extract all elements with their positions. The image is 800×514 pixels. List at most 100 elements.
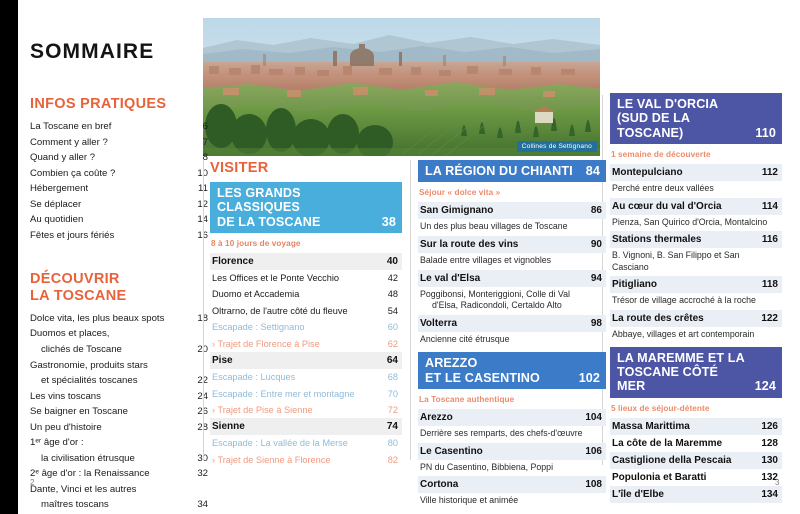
list-item[interactable]: et spécialités toscanes 22 <box>30 373 208 389</box>
item-label: 1ᵉʳ âge d'or : <box>30 437 84 449</box>
entry-page: 134 <box>761 488 778 500</box>
item-page: 7 <box>202 136 208 148</box>
sub-label: Duomo et Accademia <box>212 289 300 300</box>
sub-label: › Trajet de Sienne à Florence <box>212 454 331 465</box>
arezzo-entry-list: Arezzo 104 Derrière ses remparts, des che… <box>418 409 606 510</box>
entry-page: 108 <box>585 479 602 491</box>
maremme-entry-list: Massa Marittima 126 La côte de la Maremme… <box>610 417 782 503</box>
list-item[interactable]: Gastronomie, produits stars <box>30 358 208 374</box>
table-row[interactable]: Arezzo 104 <box>418 409 606 427</box>
section-heading-infos-pratiques: INFOS PRATIQUES <box>30 96 167 112</box>
table-row[interactable]: Stations thermales 116 <box>610 231 782 249</box>
entry-label: Massa Marittima <box>612 420 690 432</box>
banner-title: LA MAREMME ET LA TOSCANE CÔTÉ MER <box>617 350 745 394</box>
chianti-entry-list: San Gimignano 86 Un des plus beau village… <box>418 202 606 348</box>
page-title: SOMMAIRE <box>30 40 155 63</box>
sub-page: 54 <box>387 305 398 316</box>
table-row[interactable]: Florence 40 <box>210 253 402 271</box>
banner-arezzo-casentino[interactable]: AREZZO ET LE CASENTINO 102 <box>418 352 606 390</box>
list-item[interactable]: Fêtes et jours fériés 16 <box>30 228 208 244</box>
table-row[interactable]: Sienne 74 <box>210 418 402 436</box>
entry-page: 126 <box>761 420 778 432</box>
list-item[interactable]: 1ᵉʳ âge d'or : <box>30 435 208 451</box>
kicker-maremme: 5 lieux de séjour-détente <box>611 403 710 413</box>
table-row[interactable]: Castiglione della Pescaia 130 <box>610 451 782 469</box>
list-item[interactable]: Se baigner en Toscane 26 <box>30 404 208 420</box>
table-row[interactable]: Massa Marittima 126 <box>610 417 782 435</box>
list-item[interactable]: Dante, Vinci et les autres <box>30 482 208 498</box>
table-row[interactable]: L'île d'Elbe 134 <box>610 485 782 503</box>
list-item-escapade[interactable]: Escapade : Settignano 60 <box>210 319 402 335</box>
entry-description: Ville historique et animée <box>420 495 519 506</box>
kicker-arezzo: La Toscane authentique <box>419 395 515 405</box>
item-page: 6 <box>202 121 208 133</box>
item-label: clichés de Toscane <box>41 344 122 356</box>
table-row[interactable]: Volterra 98 <box>418 314 606 332</box>
list-item[interactable]: Un peu d'histoire 28 <box>30 420 208 436</box>
banner-maremme[interactable]: LA MAREMME ET LA TOSCANE CÔTÉ MER 124 <box>610 346 782 398</box>
item-page: 30 <box>188 451 208 467</box>
table-row[interactable]: La route des crêtes 122 <box>610 310 782 328</box>
entry-label: Sienne <box>212 421 245 433</box>
sub-label: Les Offices et le Ponte Vecchio <box>212 273 340 284</box>
list-item[interactable]: 2ᵉ âge d'or : la Renaissance 32 <box>30 466 208 482</box>
list-item[interactable]: maîtres toscans 34 <box>30 497 208 513</box>
table-row[interactable]: Montepulciano 112 <box>610 164 782 182</box>
table-row[interactable]: La côte de la Maremme 128 <box>610 435 782 452</box>
table-row[interactable]: San Gimignano 86 <box>418 202 606 220</box>
list-item[interactable]: La Toscane en bref 6 <box>30 119 208 135</box>
table-row[interactable]: Populonia et Baratti 132 <box>610 469 782 486</box>
table-row[interactable]: Le Casentino 106 <box>418 442 606 460</box>
table-row[interactable]: Pise 64 <box>210 352 402 370</box>
entry-label: La côte de la Maremme <box>612 437 723 449</box>
list-item-trajet[interactable]: › Trajet de Florence à Pise 62 <box>210 336 402 352</box>
list-item[interactable]: Se déplacer 12 <box>30 197 208 213</box>
folio-left: 2 <box>30 478 35 487</box>
banner-val-orcia[interactable]: LE VAL D'ORCIA (SUD DE LA TOSCANE) 110 <box>610 93 782 145</box>
item-label: 2ᵉ âge d'or : la Renaissance <box>30 468 150 480</box>
list-item-trajet[interactable]: › Trajet de Sienne à Florence 82 <box>210 452 402 468</box>
banner-page: 110 <box>755 125 776 140</box>
table-row[interactable]: Pitigliano 118 <box>610 276 782 294</box>
list-item[interactable]: Comment y aller ? 7 <box>30 135 208 151</box>
list-item-escapade[interactable]: Escapade : Entre mer et montagne 70 <box>210 386 402 402</box>
item-page: 24 <box>188 389 208 405</box>
banner-region-chianti[interactable]: LA RÉGION DU CHIANTI 84 <box>418 160 606 183</box>
table-row[interactable]: Au cœur du val d'Orcia 114 <box>610 197 782 215</box>
item-label: Quand y aller ? <box>30 152 96 164</box>
list-item[interactable]: Hébergement 11 <box>30 181 208 197</box>
list-item[interactable]: Oltrarno, de l'autre côté du fleuve 54 <box>210 303 402 319</box>
list-item[interactable]: clichés de Toscane 20 <box>30 342 208 358</box>
list-item[interactable]: Les Offices et le Ponte Vecchio 42 <box>210 270 402 286</box>
item-label: Duomos et places, <box>30 328 110 340</box>
florence-panorama-photo: Collines de Settignano <box>203 18 600 156</box>
entry-description: Perché entre deux vallées <box>612 183 714 194</box>
sub-page: 48 <box>387 289 398 300</box>
entry-description: Pienza, San Quirico d'Orcia, Montalcino <box>612 216 768 227</box>
entry-page: 40 <box>386 256 398 268</box>
sub-page: 60 <box>387 322 398 333</box>
list-item[interactable]: Les vins toscans 24 <box>30 389 208 405</box>
item-page: 12 <box>188 197 208 213</box>
item-page: 18 <box>188 311 208 327</box>
list-item-escapade[interactable]: Escapade : La vallée de la Merse 80 <box>210 435 402 451</box>
list-item[interactable]: Duomos et places, <box>30 326 208 342</box>
item-label: Fêtes et jours fériés <box>30 229 115 241</box>
table-row[interactable]: Cortona 108 <box>418 476 606 494</box>
list-item-trajet[interactable]: › Trajet de Pise à Sienne 72 <box>210 402 402 418</box>
list-item[interactable]: Dolce vita, les plus beaux spots 18 <box>30 311 208 327</box>
list-item[interactable]: Duomo et Accademia 48 <box>210 286 402 302</box>
entry-label: Pise <box>212 355 233 367</box>
list-item-escapade[interactable]: Escapade : Lucques 68 <box>210 369 402 385</box>
banner-grands-classiques[interactable]: LES GRANDS CLASSIQUES DE LA TOSCANE 38 <box>210 182 402 234</box>
entry-label: Stations thermales <box>612 234 702 246</box>
table-row[interactable]: Sur la route des vins 90 <box>418 235 606 253</box>
list-item[interactable]: la civilisation étrusque 30 <box>30 451 208 467</box>
list-item[interactable]: Combien ça coûte ? 10 <box>30 166 208 182</box>
entry-description: B. Vignoni, B. San Filippo et San Cascia… <box>612 250 740 272</box>
table-row[interactable]: Le val d'Elsa 94 <box>418 269 606 287</box>
list-item[interactable]: Au quotidien 14 <box>30 212 208 228</box>
kicker-grands-classiques: 8 à 10 jours de voyage <box>211 239 301 249</box>
banner-title: LA RÉGION DU CHIANTI <box>425 164 573 178</box>
list-item[interactable]: Quand y aller ? 8 <box>30 150 208 166</box>
